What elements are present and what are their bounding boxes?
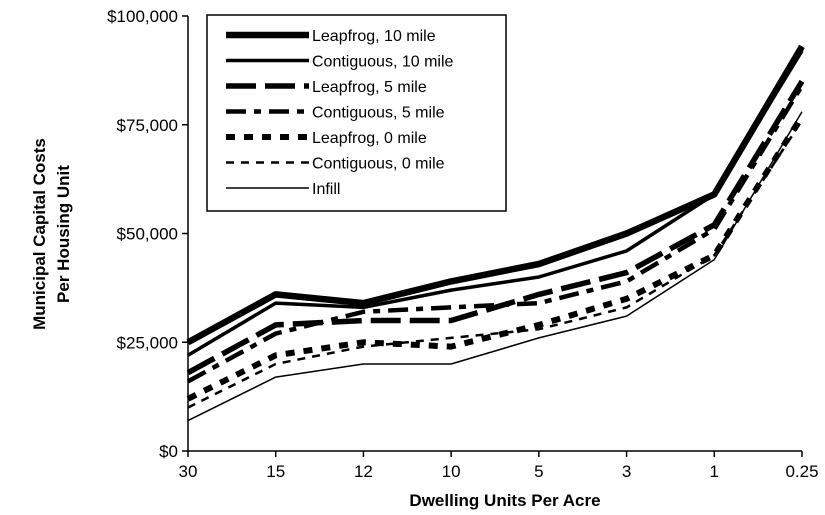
x-axis-title: Dwelling Units Per Acre — [409, 491, 600, 510]
y-tick-label: $50,000 — [117, 225, 178, 244]
series-line — [187, 49, 804, 357]
y-axis-title-line-1: Municipal Capital Costs — [30, 138, 49, 330]
x-tick-label: 15 — [266, 462, 285, 481]
x-tick-label: 12 — [354, 462, 373, 481]
series-line — [186, 79, 805, 376]
y-axis-title-group: Municipal Capital Costs Per Housing Unit — [30, 138, 73, 330]
legend-label: Leapfrog, 0 mile — [312, 130, 427, 147]
x-tick-label: 0.25 — [785, 462, 818, 481]
series-line — [186, 114, 805, 402]
legend-label: Contiguous, 5 mile — [312, 105, 445, 122]
legend-label: Contiguous, 0 mile — [312, 156, 445, 173]
y-tick-label: $100,000 — [107, 7, 178, 26]
x-tick-label: 10 — [442, 462, 461, 481]
y-axis-title-line-2: Per Housing Unit — [54, 165, 73, 303]
legend-label: Leapfrog, 10 mile — [312, 28, 436, 45]
x-tick-label: 5 — [534, 462, 543, 481]
legend-label: Leapfrog, 5 mile — [312, 79, 427, 96]
series-line — [187, 119, 804, 409]
x-tick-label: 1 — [710, 462, 719, 481]
x-axis-ticks: 30 15 12 10 5 3 1 0.25 — [179, 451, 819, 481]
series-lines — [186, 44, 805, 422]
y-tick-label: $0 — [159, 442, 178, 461]
y-tick-label: $25,000 — [117, 333, 178, 352]
legend-label: Contiguous, 10 mile — [312, 54, 454, 71]
series-line — [187, 111, 803, 422]
series-line — [186, 44, 805, 346]
y-axis-ticks: $0 $25,000 $50,000 $75,000 $100,000 — [107, 7, 188, 461]
y-tick-label: $75,000 — [117, 116, 178, 135]
legend-label: Infill — [312, 181, 340, 198]
x-tick-label: 30 — [179, 462, 198, 481]
legend: Leapfrog, 10 mile Contiguous, 10 mile Leap… — [206, 14, 507, 212]
series-line — [186, 84, 804, 384]
x-tick-label: 3 — [622, 462, 631, 481]
